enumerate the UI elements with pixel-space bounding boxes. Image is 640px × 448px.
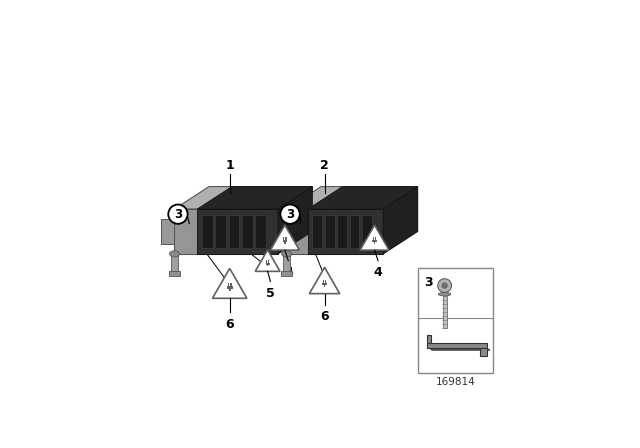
- Bar: [372, 240, 377, 242]
- Text: 5: 5: [266, 287, 275, 300]
- Bar: [281, 271, 292, 276]
- Polygon shape: [287, 209, 383, 254]
- Bar: [227, 286, 232, 289]
- Text: 169814: 169814: [435, 377, 475, 388]
- Bar: [480, 348, 488, 356]
- Bar: [161, 219, 175, 244]
- Bar: [282, 240, 287, 242]
- Circle shape: [438, 279, 451, 293]
- Polygon shape: [175, 186, 312, 209]
- Bar: [427, 335, 431, 344]
- Polygon shape: [278, 186, 312, 254]
- Bar: [312, 215, 322, 248]
- Bar: [442, 296, 447, 328]
- Bar: [230, 283, 232, 286]
- Bar: [266, 263, 269, 265]
- Circle shape: [168, 204, 188, 224]
- Ellipse shape: [170, 251, 179, 257]
- Bar: [283, 237, 284, 240]
- Bar: [197, 209, 278, 254]
- Text: 1: 1: [225, 159, 234, 172]
- Text: 6: 6: [225, 318, 234, 331]
- Circle shape: [280, 204, 300, 224]
- Text: 3: 3: [286, 208, 294, 221]
- Polygon shape: [197, 186, 312, 209]
- Bar: [267, 265, 268, 266]
- Polygon shape: [270, 225, 300, 250]
- Polygon shape: [383, 186, 418, 254]
- Polygon shape: [430, 348, 490, 350]
- Bar: [227, 283, 229, 286]
- Text: 3: 3: [174, 208, 182, 221]
- Bar: [337, 215, 347, 248]
- Bar: [284, 242, 285, 244]
- Text: 3: 3: [424, 276, 433, 289]
- Bar: [325, 215, 335, 248]
- Bar: [273, 219, 287, 244]
- Bar: [228, 215, 239, 248]
- Bar: [324, 285, 325, 287]
- Ellipse shape: [438, 293, 451, 296]
- Bar: [255, 215, 266, 248]
- Polygon shape: [360, 225, 389, 250]
- Text: 6: 6: [320, 310, 329, 323]
- Bar: [266, 260, 267, 263]
- Polygon shape: [175, 209, 278, 254]
- Bar: [375, 237, 376, 240]
- Polygon shape: [278, 186, 312, 254]
- Bar: [372, 237, 374, 240]
- Bar: [323, 280, 324, 283]
- Bar: [242, 215, 253, 248]
- Text: 4: 4: [284, 266, 292, 279]
- Text: 2: 2: [320, 159, 329, 172]
- Bar: [168, 271, 180, 276]
- Bar: [171, 254, 179, 273]
- Bar: [283, 254, 291, 273]
- Ellipse shape: [282, 251, 292, 257]
- Bar: [374, 242, 375, 244]
- Bar: [202, 215, 212, 248]
- Polygon shape: [309, 267, 340, 293]
- Polygon shape: [212, 268, 247, 298]
- Polygon shape: [308, 186, 418, 209]
- Bar: [362, 215, 372, 248]
- Circle shape: [442, 283, 447, 289]
- Bar: [228, 289, 230, 291]
- Bar: [322, 283, 327, 285]
- Bar: [349, 215, 360, 248]
- Polygon shape: [255, 250, 280, 271]
- Bar: [325, 280, 326, 283]
- Bar: [427, 344, 488, 348]
- Bar: [419, 267, 493, 373]
- Bar: [285, 237, 287, 240]
- Bar: [308, 209, 383, 254]
- Bar: [216, 215, 226, 248]
- Bar: [268, 260, 269, 263]
- Polygon shape: [383, 186, 418, 254]
- Text: 4: 4: [374, 266, 382, 279]
- Polygon shape: [287, 186, 418, 209]
